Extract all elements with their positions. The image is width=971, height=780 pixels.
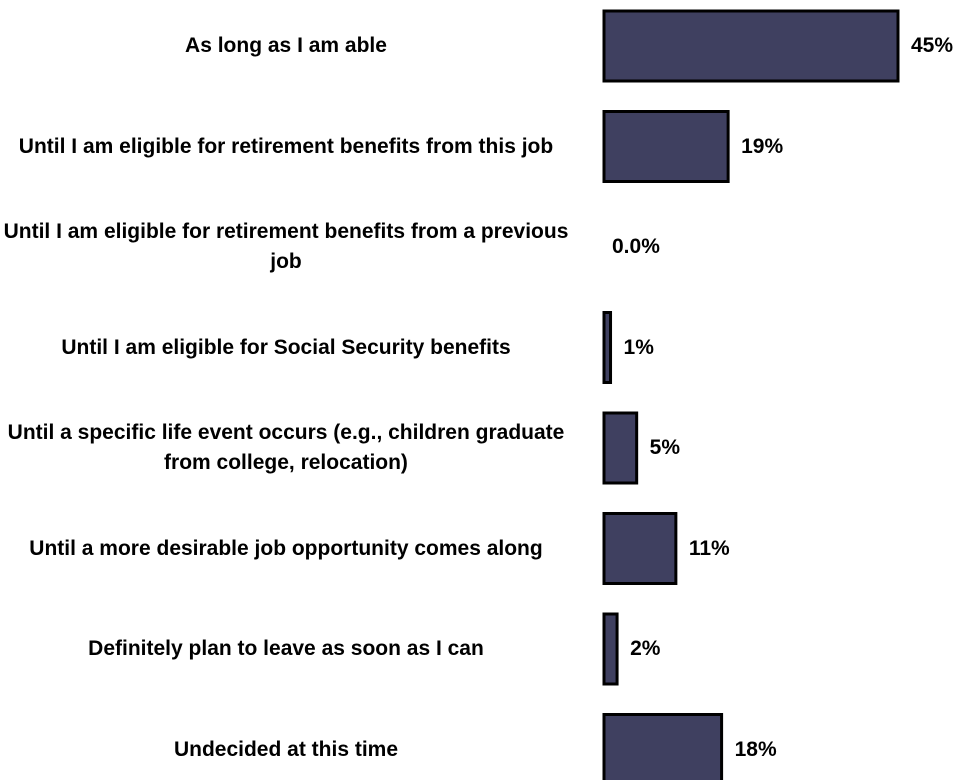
value-label-1: 19% — [741, 134, 784, 158]
bar-5 — [602, 512, 678, 585]
value-label-4: 5% — [649, 436, 681, 459]
bar-6 — [602, 612, 619, 686]
value-label-2: 0.0% — [612, 235, 660, 258]
category-label-0: As long as I am able — [185, 34, 387, 57]
bar-4 — [602, 411, 639, 485]
value-label-3: 1% — [623, 335, 654, 359]
category-label-3: Until I am eligible for Social Security … — [61, 335, 511, 359]
category-label-2: Until I am eligible for retirement benef… — [3, 220, 569, 273]
value-label-0: 45% — [911, 34, 954, 57]
bar-3 — [602, 311, 613, 384]
value-label-7: 18% — [734, 737, 777, 761]
value-label-6: 2% — [630, 637, 661, 660]
bar-7 — [602, 713, 724, 780]
category-label-5: Until a more desirable job opportunity c… — [29, 536, 543, 560]
category-label-7: Undecided at this time — [173, 737, 399, 761]
bar-0 — [602, 9, 900, 83]
category-label-6: Definitely plan to leave as soon as I ca… — [88, 637, 484, 660]
category-label-4: Until a specific life event occurs (e.g.… — [7, 421, 565, 474]
value-label-5: 11% — [688, 536, 730, 560]
category-label-1: Until I am eligible for retirement benef… — [18, 134, 554, 158]
bar-1 — [602, 110, 730, 183]
